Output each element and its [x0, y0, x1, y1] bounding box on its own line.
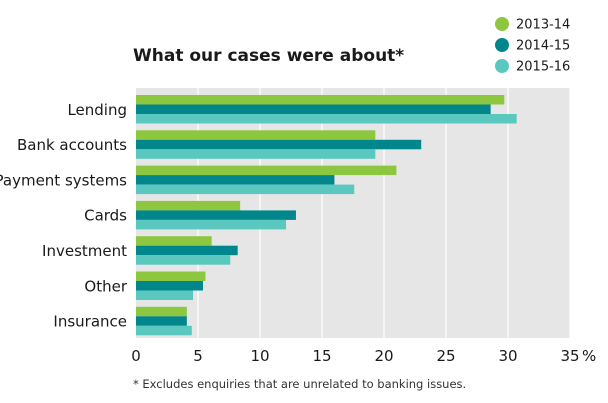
bar-2013-14-lending	[136, 95, 505, 105]
x-tick-label: 35	[560, 347, 579, 365]
legend-label: 2013-14	[516, 18, 570, 33]
x-tick-label: 25	[436, 347, 455, 365]
chart-title: What our cases were about*	[133, 46, 404, 66]
bar-2013-14-insurance	[136, 306, 187, 317]
chart-footnote: * Excludes enquiries that are unrelated …	[133, 377, 466, 391]
x-tick-label: 30	[498, 347, 517, 365]
x-tick-label: 0	[131, 347, 141, 365]
bar-2013-14-cards	[136, 200, 241, 211]
bar-2015-16-cards	[136, 219, 287, 230]
legend-label: 2014-15	[516, 39, 570, 54]
bar-2013-14-bank-accounts	[136, 130, 376, 140]
bar-2014-15-cards	[136, 210, 296, 220]
legend-marker-2014-15	[495, 38, 509, 52]
bar-2013-14-investment	[136, 236, 212, 246]
x-tick-label: 20	[374, 347, 393, 365]
bar-2015-16-bank-accounts	[136, 149, 376, 159]
category-label: Lending	[67, 101, 127, 119]
x-axis-unit: %	[582, 347, 596, 365]
bar-2015-16-investment	[136, 255, 231, 265]
bar-2014-15-payment-systems	[136, 175, 335, 185]
legend-label: 2015-16	[516, 60, 570, 75]
x-tick-label: 10	[250, 347, 269, 365]
bar-2014-15-lending	[136, 104, 491, 114]
category-label: Bank accounts	[17, 136, 127, 154]
x-tick-label: 5	[193, 347, 203, 365]
bar-2015-16-insurance	[136, 325, 192, 336]
bar-2015-16-lending	[136, 114, 517, 124]
bar-2013-14-other	[136, 271, 206, 281]
bar-2015-16-other	[136, 290, 194, 300]
category-label: Payment systems	[0, 171, 127, 189]
bar-2014-15-other	[136, 281, 203, 291]
legend-marker-2015-16	[495, 59, 509, 73]
bar-2014-15-investment	[136, 245, 238, 256]
category-label: Insurance	[53, 313, 127, 331]
bar-2015-16-payment-systems	[136, 184, 355, 195]
category-label: Cards	[84, 207, 127, 225]
bar-2013-14-payment-systems	[136, 165, 397, 176]
category-label: Investment	[42, 242, 127, 260]
bar-2014-15-insurance	[136, 316, 187, 326]
bar-2014-15-bank-accounts	[136, 139, 422, 150]
x-tick-label: 15	[312, 347, 331, 365]
category-label: Other	[84, 277, 127, 295]
legend-marker-2013-14	[495, 17, 509, 31]
